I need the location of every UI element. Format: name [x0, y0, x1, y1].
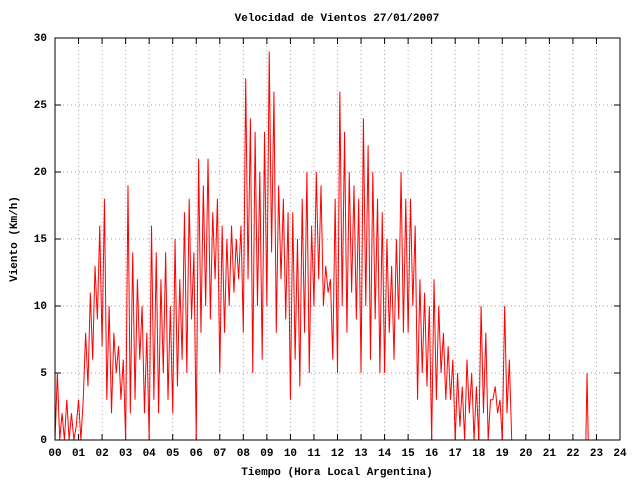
x-tick-label: 18	[472, 448, 486, 460]
x-tick-label: 07	[213, 448, 226, 460]
y-tick-label: 25	[34, 100, 48, 112]
x-tick-label: 19	[496, 448, 509, 460]
x-tick-label: 12	[331, 448, 344, 460]
x-tick-label: 00	[48, 448, 61, 460]
y-tick-label: 15	[34, 234, 48, 246]
x-tick-label: 23	[590, 448, 604, 460]
x-tick-label: 03	[119, 448, 133, 460]
x-tick-label: 11	[307, 448, 321, 460]
y-axis-label: Viento (Km/h)	[9, 196, 21, 282]
x-tick-label: 13	[354, 448, 368, 460]
x-tick-label: 05	[166, 448, 180, 460]
y-tick-label: 0	[40, 435, 47, 447]
x-tick-label: 17	[449, 448, 462, 460]
y-tick-label: 5	[40, 368, 47, 380]
x-tick-label: 16	[425, 448, 438, 460]
y-tick-label: 30	[34, 33, 47, 45]
plot-border	[54, 37, 621, 441]
x-tick-label: 15	[402, 448, 416, 460]
y-tick-label: 10	[34, 301, 47, 313]
x-tick-label: 24	[613, 448, 627, 460]
x-axis-label: Tiempo (Hora Local Argentina)	[241, 467, 432, 479]
x-tick-label: 20	[519, 448, 532, 460]
x-tick-label: 08	[237, 448, 251, 460]
x-tick-label: 06	[190, 448, 203, 460]
y-tick-label: 20	[34, 167, 47, 179]
x-tick-label: 02	[95, 448, 108, 460]
x-tick-label: 04	[143, 448, 157, 460]
x-tick-label: 01	[72, 448, 86, 460]
x-tick-label: 22	[566, 448, 579, 460]
x-tick-label: 14	[378, 448, 392, 460]
x-tick-label: 10	[284, 448, 297, 460]
x-tick-label: 09	[260, 448, 273, 460]
line-series	[54, 51, 589, 441]
x-tick-label: 21	[543, 448, 557, 460]
chart-title: Velocidad de Vientos 27/01/2007	[235, 13, 440, 25]
